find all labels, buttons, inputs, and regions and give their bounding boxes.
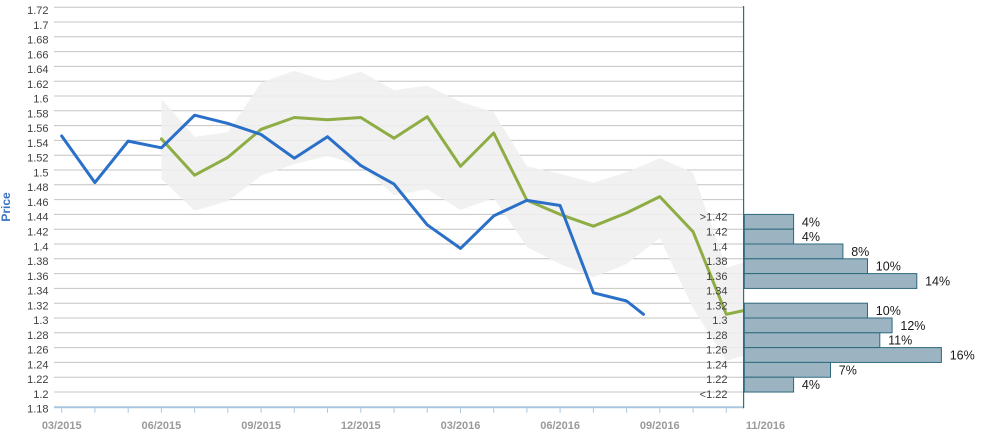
svg-text:1.22: 1.22 <box>706 374 727 386</box>
svg-text:1.32: 1.32 <box>27 300 48 312</box>
svg-text:1.56: 1.56 <box>27 123 48 135</box>
svg-text:1.3: 1.3 <box>33 315 48 327</box>
svg-text:03/2016: 03/2016 <box>441 420 481 432</box>
svg-text:1.7: 1.7 <box>33 20 48 32</box>
svg-text:1.5: 1.5 <box>33 167 48 179</box>
svg-text:10%: 10% <box>876 260 901 274</box>
svg-text:1.36: 1.36 <box>27 271 48 283</box>
svg-text:7%: 7% <box>839 363 857 377</box>
svg-text:1.28: 1.28 <box>706 330 727 342</box>
svg-text:<1.22: <1.22 <box>700 389 728 401</box>
svg-text:03/2015: 03/2015 <box>42 420 82 432</box>
svg-text:4%: 4% <box>802 230 820 244</box>
svg-text:1.52: 1.52 <box>27 153 48 165</box>
svg-text:1.2: 1.2 <box>33 389 48 401</box>
svg-text:1.6: 1.6 <box>33 94 48 106</box>
svg-text:1.26: 1.26 <box>706 345 727 357</box>
svg-text:1.32: 1.32 <box>706 300 727 312</box>
svg-text:16%: 16% <box>950 349 975 363</box>
svg-text:4%: 4% <box>802 378 820 392</box>
svg-text:1.3: 1.3 <box>712 315 727 327</box>
svg-text:1.54: 1.54 <box>27 138 48 150</box>
svg-text:09/2015: 09/2015 <box>241 420 281 432</box>
svg-text:1.18: 1.18 <box>27 404 48 416</box>
svg-text:1.4: 1.4 <box>712 241 727 253</box>
svg-text:11%: 11% <box>888 334 912 348</box>
svg-text:1.34: 1.34 <box>706 286 727 298</box>
svg-text:1.64: 1.64 <box>27 64 48 76</box>
svg-text:11/2016: 11/2016 <box>746 420 785 432</box>
svg-text:1.38: 1.38 <box>27 256 48 268</box>
svg-text:>1.42: >1.42 <box>700 212 728 224</box>
svg-text:1.48: 1.48 <box>27 182 48 194</box>
svg-text:12%: 12% <box>900 319 925 333</box>
svg-text:4%: 4% <box>802 215 820 229</box>
svg-text:1.24: 1.24 <box>706 359 727 371</box>
svg-text:1.36: 1.36 <box>706 271 727 283</box>
svg-text:09/2016: 09/2016 <box>640 420 680 432</box>
svg-text:1.26: 1.26 <box>27 345 48 357</box>
svg-text:10%: 10% <box>876 304 901 318</box>
svg-text:1.68: 1.68 <box>27 35 48 47</box>
svg-text:06/2016: 06/2016 <box>540 420 580 432</box>
svg-text:1.58: 1.58 <box>27 108 48 120</box>
svg-text:1.22: 1.22 <box>27 374 48 386</box>
svg-text:1.42: 1.42 <box>706 227 727 239</box>
svg-text:06/2015: 06/2015 <box>142 420 182 432</box>
svg-text:14%: 14% <box>925 275 950 289</box>
svg-text:1.44: 1.44 <box>27 212 48 224</box>
svg-text:1.4: 1.4 <box>33 241 48 253</box>
svg-text:1.66: 1.66 <box>27 49 48 61</box>
svg-text:1.42: 1.42 <box>27 227 48 239</box>
svg-text:1.34: 1.34 <box>27 286 48 298</box>
svg-text:12/2015: 12/2015 <box>341 420 381 432</box>
svg-text:Price: Price <box>0 192 13 222</box>
svg-text:1.72: 1.72 <box>27 5 48 17</box>
svg-text:1.46: 1.46 <box>27 197 48 209</box>
svg-text:1.38: 1.38 <box>706 256 727 268</box>
svg-text:1.24: 1.24 <box>27 359 48 371</box>
svg-text:1.62: 1.62 <box>27 79 48 91</box>
svg-text:1.28: 1.28 <box>27 330 48 342</box>
svg-text:8%: 8% <box>851 245 869 259</box>
